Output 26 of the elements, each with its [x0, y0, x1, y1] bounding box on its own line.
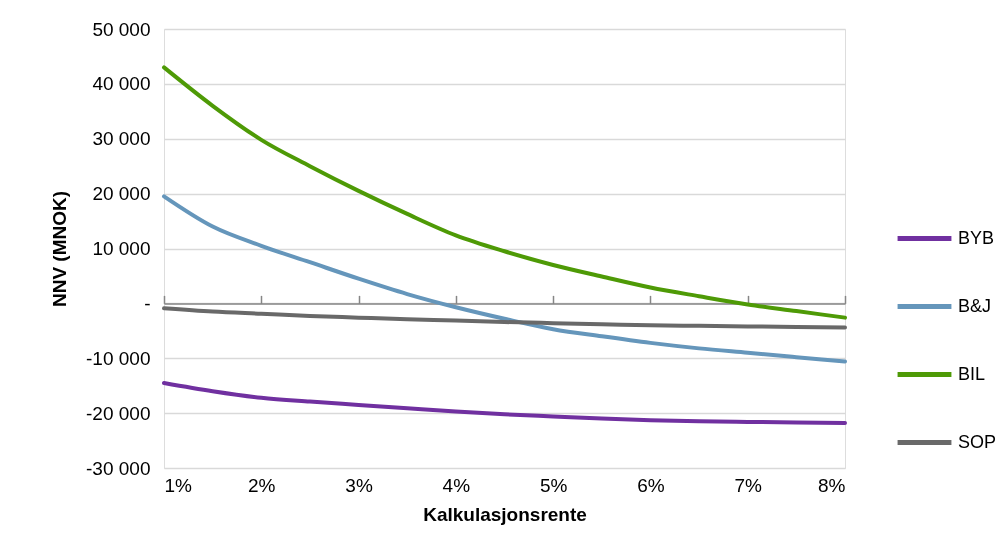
- x-tick-label: 1%: [164, 474, 193, 496]
- x-tick-label: 4%: [442, 474, 471, 496]
- y-tick-label: -30 000: [86, 457, 151, 479]
- line-series: [162, 380, 847, 425]
- x-tick-label: 8%: [818, 474, 846, 496]
- y-tick-label: 30 000: [92, 128, 151, 150]
- x-tick-label: 7%: [734, 474, 763, 496]
- y-tick-label: 20 000: [92, 183, 151, 205]
- x-tick-label: 3%: [345, 474, 373, 496]
- x-tick-label: 6%: [637, 474, 665, 496]
- y-tick-label: 40 000: [92, 73, 151, 95]
- legend-label: BIL: [958, 363, 986, 384]
- x-tick-label: 2%: [248, 474, 276, 496]
- line-series: [162, 194, 847, 364]
- y-tick-label: 10 000: [92, 238, 151, 259]
- y-axis-title: NNV (MNOK): [49, 190, 71, 308]
- y-tick-label: -20 000: [86, 402, 151, 424]
- y-tick-label: -10 000: [86, 347, 151, 369]
- legend-label: B&J: [958, 295, 992, 316]
- line-series: [162, 65, 847, 320]
- legend-label: SOP: [958, 431, 997, 452]
- x-tick-label: 5%: [539, 474, 568, 496]
- y-tick-label: 50 000: [92, 18, 151, 40]
- y-tick-label: -: [144, 292, 151, 314]
- x-axis-title: Kalkulasjonsrente: [423, 503, 587, 525]
- legend-label: BYB: [958, 227, 995, 248]
